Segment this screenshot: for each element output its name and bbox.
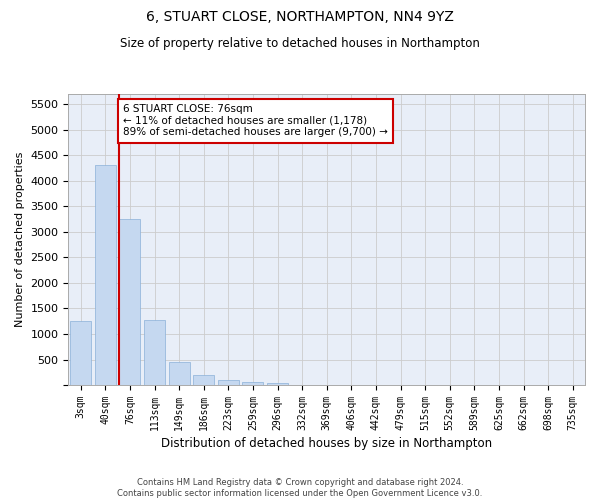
Bar bbox=[70, 321, 91, 385]
Bar bbox=[95, 166, 116, 385]
Bar bbox=[242, 382, 263, 385]
X-axis label: Distribution of detached houses by size in Northampton: Distribution of detached houses by size … bbox=[161, 437, 492, 450]
Bar bbox=[267, 382, 288, 385]
Bar bbox=[218, 380, 239, 385]
Text: Size of property relative to detached houses in Northampton: Size of property relative to detached ho… bbox=[120, 38, 480, 51]
Y-axis label: Number of detached properties: Number of detached properties bbox=[15, 152, 25, 327]
Text: 6, STUART CLOSE, NORTHAMPTON, NN4 9YZ: 6, STUART CLOSE, NORTHAMPTON, NN4 9YZ bbox=[146, 10, 454, 24]
Bar bbox=[119, 219, 140, 385]
Bar bbox=[193, 376, 214, 385]
Text: 6 STUART CLOSE: 76sqm
← 11% of detached houses are smaller (1,178)
89% of semi-d: 6 STUART CLOSE: 76sqm ← 11% of detached … bbox=[123, 104, 388, 138]
Bar bbox=[144, 320, 165, 385]
Text: Contains HM Land Registry data © Crown copyright and database right 2024.
Contai: Contains HM Land Registry data © Crown c… bbox=[118, 478, 482, 498]
Bar bbox=[169, 362, 190, 385]
